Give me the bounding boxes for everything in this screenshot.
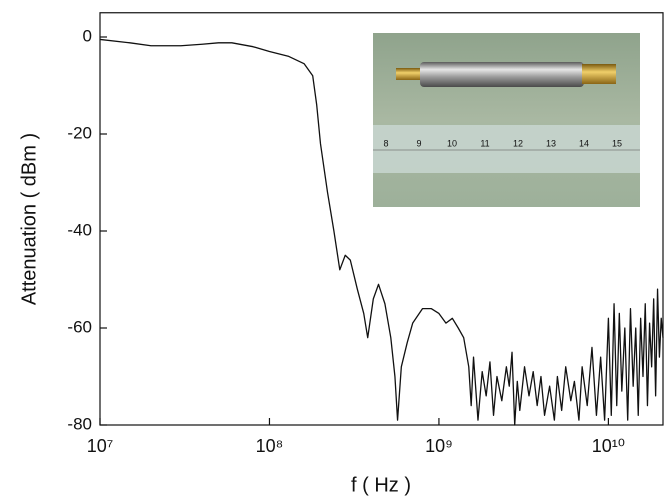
- ruler-labels: 8 9 10 11 12 13 14 15: [383, 138, 622, 148]
- y-axis-label: Attenuation ( dBm ): [18, 133, 40, 305]
- plot-frame: [99, 12, 664, 426]
- x-tick-label: 10¹⁰: [592, 436, 625, 456]
- ruler-label: 11: [480, 138, 489, 148]
- ruler-label: 15: [612, 138, 622, 148]
- x-tick-label: 10⁹: [425, 436, 453, 456]
- y-tick-label: -20: [67, 123, 92, 142]
- x-axis-label: f ( Hz ): [351, 474, 411, 496]
- ruler: [373, 125, 640, 173]
- ruler-label: 13: [546, 138, 556, 148]
- y-tick-label: -60: [67, 317, 92, 336]
- ruler-label: 10: [447, 138, 457, 148]
- photo-background: [373, 33, 640, 207]
- x-tick-label: 10⁸: [256, 436, 284, 456]
- x-tick-label: 10⁷: [87, 436, 114, 456]
- ruler-label: 9: [416, 138, 421, 148]
- data-line: [99, 38, 664, 426]
- ruler-label: 8: [383, 138, 388, 148]
- y-tick-label: -40: [67, 220, 92, 239]
- ruler-label: 12: [513, 138, 523, 148]
- y-tick-label: -80: [67, 414, 92, 433]
- ruler-label: 14: [579, 138, 589, 148]
- connector-left: [396, 68, 422, 80]
- tube: [420, 62, 584, 87]
- inset-photo: 8 9 10 11 12 13 14 15: [373, 33, 640, 207]
- y-tick-label: 0: [83, 26, 92, 45]
- connector-right: [582, 64, 616, 84]
